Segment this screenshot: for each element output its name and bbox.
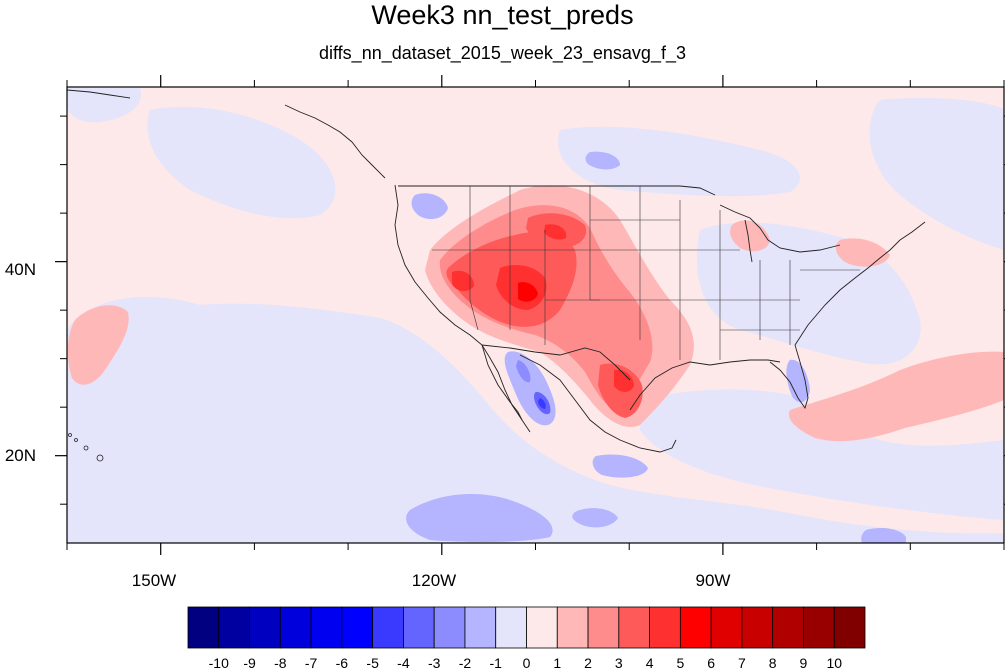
colorbar-label: 1 [553,655,561,671]
chart-subtitle: diffs_nn_dataset_2015_week_23_ensavg_f_3 [319,43,686,63]
colorbar-label: 8 [769,655,777,671]
anomaly-region-texas-core [614,369,634,392]
anomaly-region-texas-medium [590,298,628,342]
gulf-coastline [629,359,781,411]
us-east-coastline [794,221,926,346]
colorbar-box [372,606,404,649]
anomaly-patch-south-pacific-blue [406,494,553,542]
colorbar-label: -5 [366,655,379,671]
colorbar-label: 3 [615,655,623,671]
colorbar-box [772,606,804,649]
anomaly-region-ne-pink [835,238,890,267]
anomaly-patch-mexico-blue [592,454,648,478]
florida-outline [769,344,809,410]
colorbar-box [556,606,589,649]
mexico-outline [519,354,677,453]
x-tick-label-120w: 120W [412,571,456,590]
us-canada-border [398,185,716,196]
colorbar-box [679,606,712,649]
lake-michigan-outline [744,219,753,263]
colorbar-label: -3 [428,655,441,671]
colorbar-box [310,606,343,649]
colorbar-labels: -10 -9 -8 -7 -6 -5 -4 -3 -2 -1 0 1 2 3 4 5 6 7 8 9 10 [209,655,843,671]
baja-peninsula-outline [481,344,523,421]
y-tick-label-40n: 40N [5,260,36,279]
anomaly-region-hawaii-pink [67,305,129,385]
colorbar-box [495,606,527,649]
colorbar-label: -4 [397,655,410,671]
colorbar-box [403,606,435,649]
hawaii-island-4 [96,454,104,462]
anomaly-region-gulf-blue [640,389,1004,520]
anomaly-patch-pnw-blue [411,193,448,220]
colorbar-box [587,606,620,649]
anomaly-patch-equator-blue [861,528,906,543]
minor-ticks [60,80,1005,550]
colorbar [187,606,866,649]
state-boundaries [432,186,860,360]
hawaii-island-3 [83,445,89,451]
colorbar-label: -1 [490,655,503,671]
pnw-islands-outline [284,104,386,179]
x-tick-label-90w: 90W [696,571,731,590]
colorbar-box [618,606,650,649]
colorbar-box [341,606,374,649]
colorbar-label: 4 [646,655,654,671]
colorbar-box [803,606,835,649]
anomaly-region-nevada-core [452,270,474,292]
colorbar-box [833,606,866,649]
map-plot-area [67,87,1004,543]
anomaly-region-utah-peak [518,282,538,302]
hawaii-island-1 [68,433,72,437]
colorbar-label: -2 [459,655,472,671]
colorbar-box [526,606,558,649]
colorbar-box [433,606,466,649]
colorbar-label: 7 [738,655,746,671]
great-lakes-outline [719,204,841,253]
hawaii-islands [68,433,104,462]
hawaii-island-2 [74,438,78,442]
anomaly-region-north-pacific-blue [147,106,336,219]
colorbar-label: 9 [800,655,808,671]
x-tick-label-150w: 150W [132,571,176,590]
colorbar-label: 5 [676,655,684,671]
colorbar-label: 0 [523,655,531,671]
anomaly-patch-canada-blue [585,151,620,170]
anomaly-region-canada-blue [558,126,800,197]
colorbar-box [741,606,774,649]
colorbar-label: 6 [707,655,715,671]
colorbar-label: -8 [274,655,287,671]
alaska-panhandle-outline [67,89,131,99]
anomaly-region-far-east-blue [869,98,1004,250]
colorbar-box [649,606,681,649]
us-west-coastline [394,184,531,433]
anomaly-region-pacific-blue [67,297,1004,543]
major-ticks [55,75,1005,555]
colorbar-label: -9 [243,655,256,671]
state-line-2 [469,186,479,331]
anomaly-patch-ca-coast-blue [572,508,618,528]
y-tick-label-20n: 20N [5,446,36,465]
us-mexico-border [481,344,631,381]
colorbar-label: 2 [584,655,592,671]
colorbar-box [218,606,250,649]
anomaly-region-atlantic-pink [788,351,1004,442]
colorbar-label: -10 [209,655,229,671]
colorbar-box [710,606,743,649]
colorbar-box [249,606,281,649]
map-boundaries [67,89,926,453]
anomaly-region-wyoming-core [544,224,567,240]
anomaly-patch-baja-peak-blue [538,398,546,409]
colorbar-box [464,606,497,649]
colorbar-box [187,606,220,649]
colorbar-label: -6 [336,655,349,671]
state-line-11 [759,260,791,345]
colorbar-box [279,606,312,649]
anomaly-patch-florida-blue [786,359,810,403]
anomaly-patch-gulf-ca-blue [516,360,531,383]
colorbar-label: 10 [826,655,842,671]
colorbar-label: -7 [305,655,318,671]
chart-title: Week3 nn_test_preds [371,0,634,30]
